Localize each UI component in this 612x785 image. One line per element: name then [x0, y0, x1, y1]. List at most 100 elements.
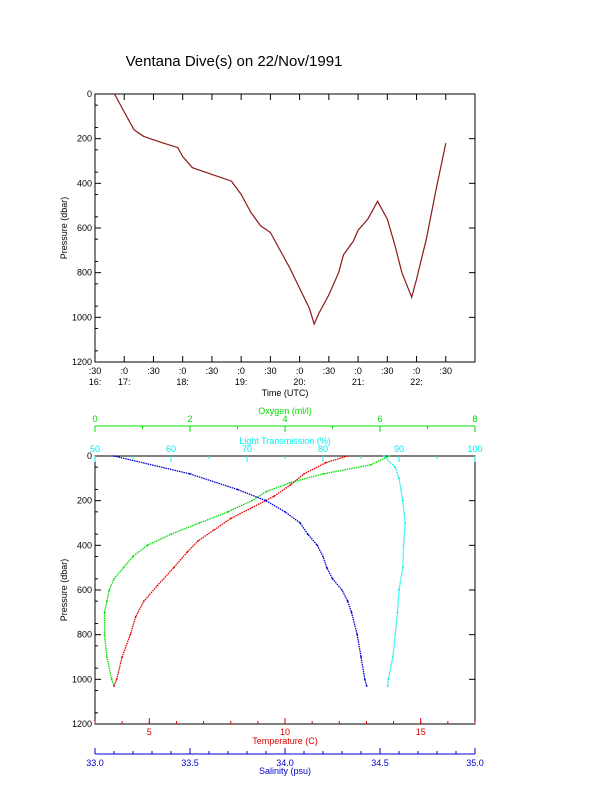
x-tick-label: :30: [264, 366, 277, 376]
x-tick-label: :30: [147, 366, 160, 376]
y-tick-label: 1200: [72, 719, 92, 729]
temperature-axis: 5 10 15: [94, 718, 476, 737]
transmission-point: [386, 685, 389, 687]
temperature-point: [346, 455, 349, 457]
y-tick-label: 400: [77, 540, 92, 550]
temperature-point: [303, 473, 305, 475]
salinity-axis-label: Salinity (psu): [259, 766, 311, 776]
top-x-axis: :3016::017::30:018::30:019::30:020::30:0…: [89, 94, 452, 387]
salinity-point: [299, 522, 302, 524]
temperature-point: [156, 584, 159, 587]
salinity-point: [350, 611, 353, 614]
oxygen-axis-label: Oxygen (ml/l): [258, 406, 312, 416]
y-tick-label: 800: [77, 630, 92, 640]
x-tick-label: :0: [179, 366, 187, 376]
transmission-axis: 50 60 70 80 90 100: [90, 444, 483, 462]
x-tick-label: :30: [440, 366, 453, 376]
temperature-point: [129, 633, 132, 636]
dive-track-line: [113, 93, 447, 326]
temperature-point: [213, 528, 216, 531]
transmission-point: [398, 589, 400, 591]
y-tick-label: 800: [77, 268, 92, 278]
oxygen-tick-label: 4: [282, 414, 287, 424]
temperature-point: [273, 495, 275, 498]
temperature-point: [324, 461, 327, 464]
y-tick-label: 1200: [72, 357, 92, 367]
oxygen-point: [250, 499, 253, 502]
x-tick-label: 16:: [89, 377, 102, 387]
salinity-tick-label: 33.5: [181, 758, 199, 768]
oxygen-tick-label: 2: [187, 414, 192, 424]
x-tick-label: :0: [413, 366, 421, 376]
oxygen-point: [103, 633, 106, 636]
transmission-point: [394, 466, 397, 469]
temperature-point: [229, 517, 232, 520]
transmission-profile-line: [383, 455, 406, 687]
y-tick-label: 200: [77, 496, 92, 506]
transmission-point: [404, 522, 406, 524]
oxygen-profile-line: [103, 455, 390, 687]
temperature-point: [289, 484, 292, 486]
transmission-tick-label: 50: [90, 444, 100, 454]
oxygen-point: [106, 600, 108, 603]
temperature-point: [115, 678, 118, 681]
transmission-point: [396, 611, 399, 614]
transmission-point: [382, 455, 385, 457]
temperature-point: [121, 656, 123, 658]
x-tick-label: :30: [323, 366, 336, 376]
bottom-y-axis: 0 200 400 600 800 1000 1200: [72, 451, 475, 729]
oxygen-point: [132, 555, 134, 558]
x-tick-label: 22:: [410, 377, 423, 387]
salinity-point: [322, 555, 324, 558]
x-tick-label: :0: [354, 366, 362, 376]
transmission-tick-label: 90: [394, 444, 404, 454]
salinity-tick-label: 35.0: [466, 758, 484, 768]
salinity-tick-label: 34.0: [276, 758, 294, 768]
x-tick-label: :30: [206, 366, 219, 376]
salinity-point: [325, 566, 328, 569]
oxygen-point: [227, 510, 229, 513]
temperature-point: [172, 566, 175, 569]
salinity-point: [363, 678, 366, 681]
salinity-tick-label: 34.5: [371, 758, 389, 768]
salinity-point: [284, 510, 286, 513]
bottom-y-axis-label: Pressure (dbar): [59, 559, 69, 622]
transmission-tick-label: 70: [242, 444, 252, 454]
y-tick-label: 1000: [72, 312, 92, 322]
temperature-axis-label: Temperature (C): [252, 736, 318, 746]
oxygen-point: [146, 544, 149, 547]
top-series-group: [113, 93, 447, 326]
x-tick-label: 19:: [235, 377, 248, 387]
salinity-point: [331, 577, 334, 580]
salinity-point: [365, 685, 368, 687]
oxygen-point: [369, 464, 372, 466]
temperature-point: [251, 506, 254, 509]
salinity-point: [346, 600, 349, 603]
transmission-point: [387, 678, 390, 681]
transmission-point: [394, 633, 397, 636]
y-tick-label: 0: [87, 451, 92, 461]
salinity-point: [341, 589, 343, 591]
oxygen-point: [265, 490, 267, 493]
oxygen-point: [110, 678, 113, 681]
temperature-tick-label: 15: [416, 727, 426, 737]
x-tick-label: :0: [237, 366, 245, 376]
temperature-profile-line: [113, 455, 348, 687]
salinity-point: [265, 499, 267, 502]
transmission-point: [401, 566, 404, 569]
transmission-point: [402, 544, 405, 547]
x-tick-label: :0: [120, 366, 128, 376]
oxygen-point: [288, 481, 291, 484]
y-tick-label: 200: [77, 134, 92, 144]
oxygen-point: [113, 577, 115, 580]
salinity-point: [306, 533, 309, 536]
transmission-point: [401, 499, 404, 502]
temperature-point: [197, 540, 200, 542]
bottom-plot-frame: [94, 455, 476, 725]
x-tick-label: :30: [381, 366, 394, 376]
oxygen-point: [198, 522, 201, 524]
top-y-axis: 0 200 400 600 800 1000 1200: [72, 89, 475, 367]
chart-title: Ventana Dive(s) on 22/Nov/1991: [126, 53, 343, 70]
y-tick-label: 600: [77, 585, 92, 595]
transmission-point: [398, 477, 400, 480]
